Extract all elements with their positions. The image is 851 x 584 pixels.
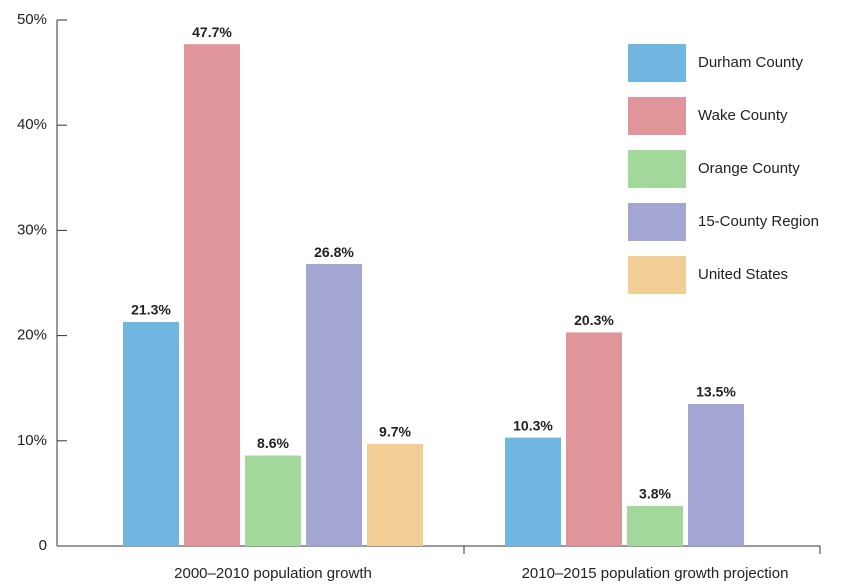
legend-label: Orange County	[698, 160, 800, 177]
bar	[505, 437, 561, 546]
value-label: 20.3%	[574, 312, 614, 328]
legend-label: Wake County	[698, 107, 788, 124]
bar	[245, 455, 301, 546]
legend-swatch	[628, 97, 686, 135]
legend-swatch	[628, 256, 686, 294]
value-label: 10.3%	[513, 417, 553, 433]
bar	[306, 264, 362, 546]
y-tick-label: 20%	[17, 327, 47, 344]
value-label: 3.8%	[639, 486, 671, 502]
bar	[123, 321, 179, 546]
bar	[627, 506, 683, 546]
legend-label: United States	[698, 266, 788, 283]
value-label: 8.6%	[257, 435, 289, 451]
value-label: 21.3%	[131, 302, 171, 318]
value-label: 47.7%	[192, 24, 232, 40]
legend-label: 15-County Region	[698, 213, 819, 230]
y-tick-label: 50%	[17, 11, 47, 28]
y-tick-label: 30%	[17, 221, 47, 238]
x-tick-label: 2010–2015 population growth projection	[522, 565, 789, 582]
value-label: 26.8%	[314, 244, 354, 260]
y-tick-label: 0	[39, 537, 47, 554]
legend-swatch	[628, 150, 686, 188]
legend-label: Durham County	[698, 54, 804, 71]
bar	[566, 332, 622, 546]
bar	[688, 403, 744, 546]
bar	[367, 443, 423, 546]
value-label: 13.5%	[696, 384, 736, 400]
bar	[184, 44, 240, 547]
y-tick-label: 40%	[17, 116, 47, 133]
x-tick-label: 2000–2010 population growth	[174, 565, 372, 582]
legend-swatch	[628, 203, 686, 241]
value-label: 9.7%	[379, 424, 411, 440]
legend-swatch	[628, 44, 686, 82]
y-tick-label: 10%	[17, 432, 47, 449]
